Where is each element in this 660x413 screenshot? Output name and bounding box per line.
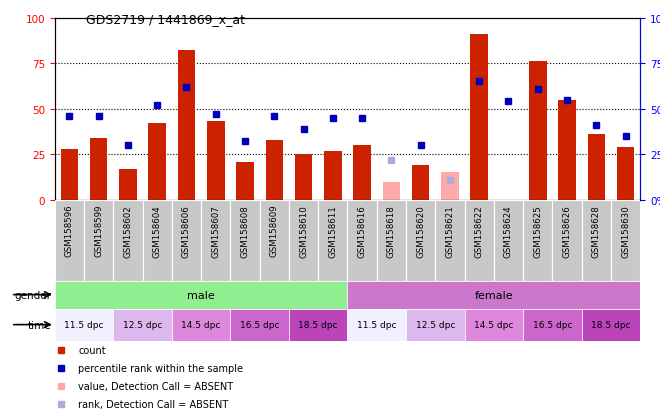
Text: GSM158621: GSM158621 (446, 204, 455, 257)
FancyBboxPatch shape (406, 200, 436, 281)
Bar (412, 166, 430, 200)
FancyBboxPatch shape (581, 200, 611, 281)
Text: GSM158602: GSM158602 (123, 204, 133, 257)
Bar (617, 147, 634, 200)
Bar (383, 182, 400, 200)
FancyBboxPatch shape (259, 200, 289, 281)
Text: 14.5 dpc: 14.5 dpc (182, 320, 221, 329)
Bar (148, 124, 166, 200)
Bar (587, 135, 605, 200)
Text: 11.5 dpc: 11.5 dpc (357, 320, 397, 329)
Text: gender: gender (15, 290, 51, 300)
Text: GSM158606: GSM158606 (182, 204, 191, 257)
Text: 18.5 dpc: 18.5 dpc (591, 320, 631, 329)
FancyBboxPatch shape (84, 200, 114, 281)
Text: GSM158604: GSM158604 (152, 204, 162, 257)
Text: GSM158596: GSM158596 (65, 204, 74, 257)
Bar (265, 140, 283, 200)
FancyBboxPatch shape (581, 309, 640, 341)
Text: female: female (475, 290, 513, 300)
Text: GSM158628: GSM158628 (592, 204, 601, 257)
FancyBboxPatch shape (172, 309, 230, 341)
Text: GSM158607: GSM158607 (211, 204, 220, 257)
Text: GSM158610: GSM158610 (299, 204, 308, 257)
FancyBboxPatch shape (230, 200, 259, 281)
Text: GSM158608: GSM158608 (240, 204, 249, 257)
FancyBboxPatch shape (552, 200, 581, 281)
Text: GSM158626: GSM158626 (562, 204, 572, 257)
FancyBboxPatch shape (347, 200, 377, 281)
Text: time: time (28, 320, 51, 330)
Text: GSM158616: GSM158616 (358, 204, 366, 257)
Text: GSM158630: GSM158630 (621, 204, 630, 257)
Text: 12.5 dpc: 12.5 dpc (123, 320, 162, 329)
Text: rank, Detection Call = ABSENT: rank, Detection Call = ABSENT (78, 399, 228, 409)
FancyBboxPatch shape (289, 200, 318, 281)
Text: GSM158599: GSM158599 (94, 204, 103, 257)
Text: 12.5 dpc: 12.5 dpc (416, 320, 455, 329)
Bar (61, 150, 78, 200)
Text: 18.5 dpc: 18.5 dpc (298, 320, 338, 329)
Text: GSM158624: GSM158624 (504, 204, 513, 257)
Bar (529, 62, 546, 200)
Text: GSM158609: GSM158609 (270, 204, 279, 257)
FancyBboxPatch shape (201, 200, 230, 281)
FancyBboxPatch shape (465, 309, 523, 341)
Bar (558, 100, 576, 200)
Text: male: male (187, 290, 215, 300)
FancyBboxPatch shape (465, 200, 494, 281)
Text: count: count (78, 345, 106, 355)
Text: GSM158611: GSM158611 (329, 204, 337, 257)
FancyBboxPatch shape (114, 200, 143, 281)
FancyBboxPatch shape (289, 309, 347, 341)
FancyBboxPatch shape (143, 200, 172, 281)
Bar (441, 173, 459, 200)
Text: percentile rank within the sample: percentile rank within the sample (78, 363, 243, 373)
Text: 16.5 dpc: 16.5 dpc (533, 320, 572, 329)
Bar (236, 162, 254, 200)
FancyBboxPatch shape (114, 309, 172, 341)
FancyBboxPatch shape (436, 200, 465, 281)
FancyBboxPatch shape (406, 309, 465, 341)
Text: GSM158625: GSM158625 (533, 204, 543, 257)
FancyBboxPatch shape (318, 200, 347, 281)
FancyBboxPatch shape (55, 281, 347, 309)
Bar (90, 138, 108, 200)
Bar (324, 151, 342, 200)
FancyBboxPatch shape (230, 309, 289, 341)
FancyBboxPatch shape (523, 200, 552, 281)
Bar (471, 35, 488, 200)
Text: 16.5 dpc: 16.5 dpc (240, 320, 279, 329)
Text: 11.5 dpc: 11.5 dpc (64, 320, 104, 329)
FancyBboxPatch shape (523, 309, 581, 341)
Text: GSM158622: GSM158622 (475, 204, 484, 257)
Text: GSM158620: GSM158620 (416, 204, 425, 257)
FancyBboxPatch shape (347, 281, 640, 309)
Text: value, Detection Call = ABSENT: value, Detection Call = ABSENT (78, 381, 234, 391)
Text: GDS2719 / 1441869_x_at: GDS2719 / 1441869_x_at (86, 13, 245, 26)
FancyBboxPatch shape (347, 309, 406, 341)
FancyBboxPatch shape (172, 200, 201, 281)
Bar (353, 146, 371, 200)
Text: 14.5 dpc: 14.5 dpc (474, 320, 513, 329)
Bar (295, 155, 312, 200)
Bar (178, 51, 195, 200)
FancyBboxPatch shape (55, 200, 84, 281)
FancyBboxPatch shape (611, 200, 640, 281)
Text: GSM158618: GSM158618 (387, 204, 396, 257)
FancyBboxPatch shape (55, 309, 114, 341)
Bar (119, 169, 137, 200)
Bar (207, 122, 224, 200)
FancyBboxPatch shape (377, 200, 406, 281)
FancyBboxPatch shape (494, 200, 523, 281)
